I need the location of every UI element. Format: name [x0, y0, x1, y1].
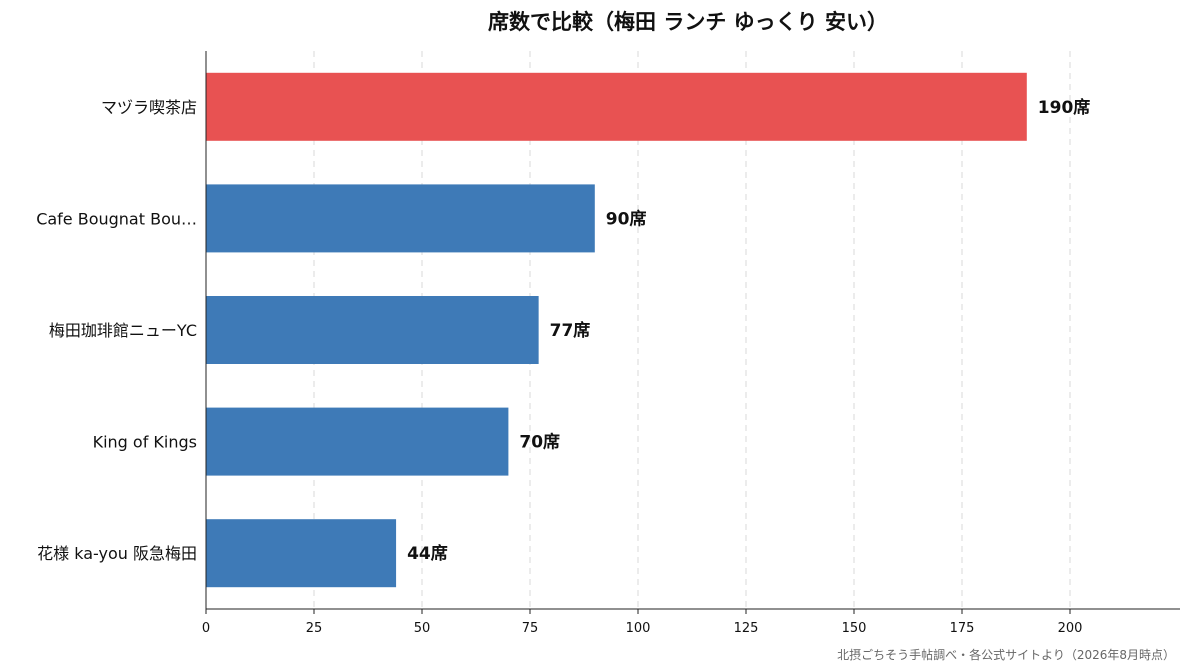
- x-tick-label: 150: [842, 621, 867, 636]
- x-tick-label: 100: [626, 621, 651, 636]
- bar: [206, 184, 595, 253]
- category-labels: マヅラ喫茶店 Cafe Bougnat Bou… 梅田珈琲館ニューYC King of…: [36, 98, 197, 563]
- axes: [205, 51, 1180, 610]
- category-label: King of Kings: [93, 433, 197, 452]
- bars: [206, 72, 1027, 588]
- x-tick-label: 0: [202, 621, 210, 636]
- x-ticks: 0 25 50 75 100 125 150 175 200: [202, 609, 1083, 636]
- x-tick-label: 175: [950, 621, 975, 636]
- value-label: 190席: [1038, 97, 1091, 118]
- bar: [206, 72, 1027, 141]
- bar: [206, 519, 397, 588]
- value-labels: 190席 90席 77席 70席 44席: [407, 97, 1090, 564]
- value-label: 44席: [407, 543, 448, 564]
- value-label: 90席: [606, 208, 647, 229]
- x-tick-label: 25: [306, 621, 323, 636]
- x-tick-label: 75: [522, 621, 539, 636]
- category-label: Cafe Bougnat Bou…: [36, 209, 197, 228]
- x-tick-label: 50: [414, 621, 431, 636]
- bar: [206, 407, 509, 476]
- source-note: 北摂ごちそう手帖調べ・各公式サイトより（2026年8月時点）: [837, 647, 1175, 662]
- category-label: 花様 ka-you 阪急梅田: [37, 544, 197, 563]
- category-label: 梅田珈琲館ニューYC: [49, 321, 197, 340]
- x-tick-label: 200: [1058, 621, 1083, 636]
- category-label: マヅラ喫茶店: [101, 98, 197, 117]
- bar: [206, 296, 539, 364]
- chart-title: 席数で比較（梅田 ランチ ゆっくり 安い）: [488, 10, 888, 34]
- value-label: 77席: [550, 320, 591, 341]
- value-label: 70席: [519, 432, 560, 453]
- x-tick-label: 125: [734, 621, 759, 636]
